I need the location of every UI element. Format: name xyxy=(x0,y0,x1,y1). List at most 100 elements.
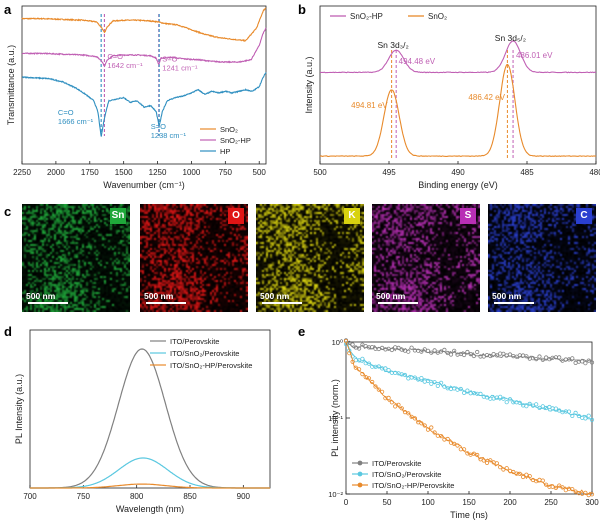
scale-bar xyxy=(494,302,534,304)
xps-peak-value: 494.48 eV xyxy=(399,57,436,66)
xps-legend-label: SnO₂ xyxy=(428,12,447,21)
trpl-data-point xyxy=(360,356,365,361)
trpl-data-point xyxy=(573,489,578,494)
eds-element-label: S xyxy=(460,208,476,224)
trpl-data-point xyxy=(353,365,358,370)
trpl-data-point xyxy=(534,357,539,362)
xps-series-line xyxy=(320,40,597,74)
trpl-data-point xyxy=(425,378,431,384)
pl-y-axis-label: PL Intensity (a.u.) xyxy=(14,374,24,444)
trpl-data-point xyxy=(452,441,457,447)
ftir-chart: 2250 2000 1750 1500 1250 1000 750 500 Wavenumber… xyxy=(6,5,267,190)
xps-x-axis-label: Binding energy (eV) xyxy=(418,180,498,190)
trpl-data-point xyxy=(511,469,516,475)
trpl-data-point xyxy=(544,355,549,360)
trpl-data-point xyxy=(462,447,467,452)
pl-chart: 700 750 800 850 900 Wavelength (nm) PL Intensi… xyxy=(14,329,271,514)
trpl-data-point xyxy=(524,404,529,409)
eds-element-label: C xyxy=(576,208,592,224)
eds-map-tile: O 500 nm xyxy=(140,204,248,312)
pl-plot-frame xyxy=(29,329,271,489)
pl-legend-label: ITO/SnO₂-HP/Perovskite xyxy=(170,361,252,370)
trpl-x-tick-label: 300 xyxy=(585,498,599,507)
trpl-data-point xyxy=(494,353,499,358)
trpl-data-point xyxy=(376,387,381,392)
trpl-data-point xyxy=(498,394,503,399)
trpl-data-point xyxy=(393,345,398,350)
trpl-data-point xyxy=(455,443,460,448)
trpl-data-point xyxy=(439,380,444,385)
ftir-x-tick-label: 1500 xyxy=(115,168,133,177)
trpl-data-point xyxy=(439,434,444,439)
trpl-legend-label: ITO/SnO₂-HP/Perovskite xyxy=(372,481,454,490)
ftir-series-line xyxy=(21,27,267,68)
trpl-y-tick-label: 10⁰ xyxy=(332,338,343,347)
ftir-legend-label: SnO₂-HP xyxy=(220,136,251,145)
trpl-data-point xyxy=(491,351,496,357)
trpl-y-axis-label: PL intensity (norm.) xyxy=(330,379,340,457)
ftir-legend-label: SnO₂ xyxy=(220,125,238,134)
scale-bar-label: 500 nm xyxy=(260,291,290,301)
trpl-data-point xyxy=(445,350,450,356)
pl-legend-label: ITO/Perovskite xyxy=(170,337,219,346)
xps-x-tick-label: 480 xyxy=(589,168,600,177)
trpl-data-point xyxy=(586,413,591,418)
scale-bar-label: 500 nm xyxy=(26,291,56,301)
trpl-data-point xyxy=(534,402,539,407)
trpl-data-point xyxy=(412,416,418,421)
trpl-x-tick-label: 150 xyxy=(462,498,476,507)
trpl-data-point xyxy=(544,482,549,487)
scale-bar-label: 500 nm xyxy=(376,291,406,301)
ftir-peak-label: S=O xyxy=(151,122,166,131)
trpl-data-point xyxy=(560,485,565,490)
trpl-data-point xyxy=(570,487,575,492)
trpl-data-point xyxy=(406,411,411,416)
ftir-peak-label: S=O xyxy=(162,54,177,63)
trpl-data-point xyxy=(478,391,483,397)
trpl-data-point xyxy=(439,349,444,354)
trpl-data-point xyxy=(370,344,375,350)
ftir-legend-label: HP xyxy=(220,147,230,156)
trpl-data-point xyxy=(462,352,467,358)
trpl-data-point xyxy=(488,353,493,359)
panel-label-e: e xyxy=(298,324,306,339)
trpl-data-point xyxy=(494,461,499,466)
trpl-legend-marker xyxy=(357,460,363,466)
trpl-legend-label: ITO/SnO₂/Perovskite xyxy=(372,470,441,479)
trpl-data-point xyxy=(419,421,424,426)
pl-x-axis-label: Wavelength (nm) xyxy=(116,504,184,514)
trpl-data-point xyxy=(445,436,450,442)
trpl-data-point xyxy=(380,345,385,350)
trpl-x-tick-label: 50 xyxy=(383,498,392,507)
trpl-data-point xyxy=(557,408,562,413)
trpl-data-point xyxy=(573,360,578,366)
trpl-data-point xyxy=(481,458,486,463)
trpl-data-point xyxy=(432,348,437,353)
trpl-data-point xyxy=(524,472,529,477)
trpl-data-point xyxy=(396,402,401,407)
trpl-data-point xyxy=(517,400,522,405)
trpl-data-point xyxy=(429,381,434,386)
trpl-data-point xyxy=(442,347,447,352)
trpl-data-point xyxy=(537,354,542,359)
trpl-x-tick-label: 250 xyxy=(544,498,558,507)
trpl-data-point xyxy=(396,345,401,350)
trpl-data-point xyxy=(537,405,542,411)
trpl-data-point xyxy=(429,350,434,355)
trpl-data-point xyxy=(524,354,529,359)
xps-plot-frame xyxy=(319,5,597,165)
trpl-data-point xyxy=(583,361,588,366)
pl-x-tick-label: 700 xyxy=(23,492,37,501)
ftir-peak-wavenumber: 1666 cm⁻¹ xyxy=(58,117,94,126)
xps-y-axis-label: Intensity (a.u.) xyxy=(304,56,314,113)
trpl-data-point xyxy=(393,404,398,409)
xps-x-tick-label: 490 xyxy=(451,168,465,177)
scale-bar xyxy=(28,302,68,304)
trpl-data-point xyxy=(412,375,418,380)
xps-orbital-label: Sn 3d₃/₂ xyxy=(377,40,408,50)
trpl-x-tick-label: 100 xyxy=(421,498,435,507)
eds-map-tile: K 500 nm xyxy=(256,204,364,312)
trpl-data-point xyxy=(386,395,391,401)
trpl-data-point xyxy=(589,360,595,365)
trpl-legend-label: ITO/Perovskite xyxy=(372,459,421,468)
